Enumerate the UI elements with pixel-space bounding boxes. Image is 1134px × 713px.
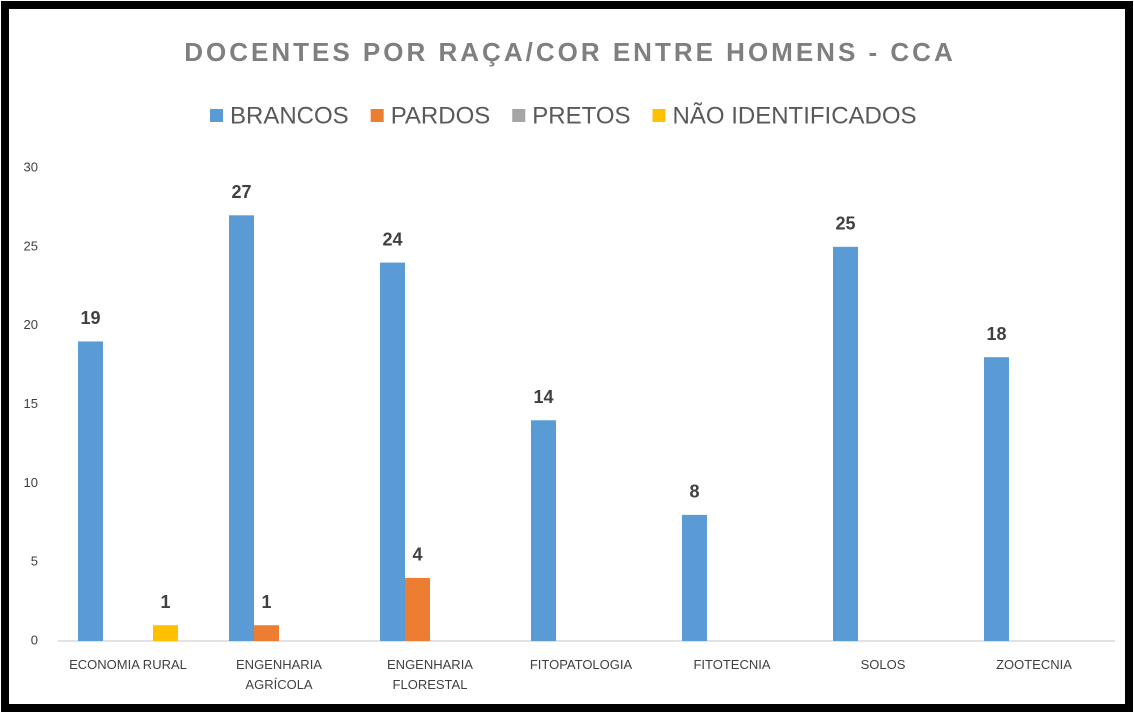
x-tick-label: ECONOMIA RURAL (69, 657, 187, 672)
bar (254, 625, 279, 641)
bar (153, 625, 178, 641)
data-label: 27 (231, 182, 251, 202)
data-label: 1 (160, 592, 170, 612)
data-label: 8 (689, 482, 699, 502)
x-tick-label: ENGENHARIA AGRÍCOLA (236, 657, 322, 692)
x-tick-label: FITOTECNIA (693, 657, 771, 672)
data-label: 24 (382, 229, 402, 249)
bar (380, 262, 405, 641)
bar (229, 215, 254, 642)
data-label: 19 (80, 308, 100, 328)
legend-label: PARDOS (391, 102, 491, 129)
legend-label: PRETOS (532, 102, 630, 129)
x-tick-label: ENGENHARIA FLORESTAL (387, 657, 473, 692)
data-label: 18 (986, 324, 1006, 344)
chart-title: DOCENTES POR RAÇA/COR ENTRE HOMENS - CCA (184, 37, 955, 67)
bar (78, 341, 103, 641)
y-tick-label: 15 (24, 396, 38, 411)
x-tick-label: SOLOS (860, 657, 906, 672)
y-tick-label: 25 (24, 238, 38, 253)
bar (405, 577, 430, 641)
y-tick-label: 5 (31, 554, 38, 569)
bar (984, 357, 1009, 641)
legend-swatch (370, 109, 384, 122)
bar (682, 514, 707, 641)
data-label: 14 (533, 387, 553, 407)
y-tick-label: 0 (31, 632, 38, 647)
legend-label: NÃO IDENTIFICADOS (673, 102, 917, 129)
bar (531, 420, 556, 641)
bar (833, 246, 858, 642)
x-tick-label: FITOPATOLOGIA (529, 657, 633, 672)
data-label: 1 (261, 592, 271, 612)
data-label: 4 (412, 545, 422, 565)
x-tick-label: ZOOTECNIA (996, 657, 1072, 672)
legend-swatch (652, 109, 666, 122)
y-tick-label: 10 (24, 475, 38, 490)
legend-swatch (210, 109, 223, 122)
legend-label: BRANCOS (230, 102, 349, 129)
legend-swatch (512, 109, 526, 122)
y-tick-label: 30 (24, 159, 38, 174)
data-label: 25 (835, 214, 855, 234)
y-tick-label: 20 (24, 317, 38, 332)
